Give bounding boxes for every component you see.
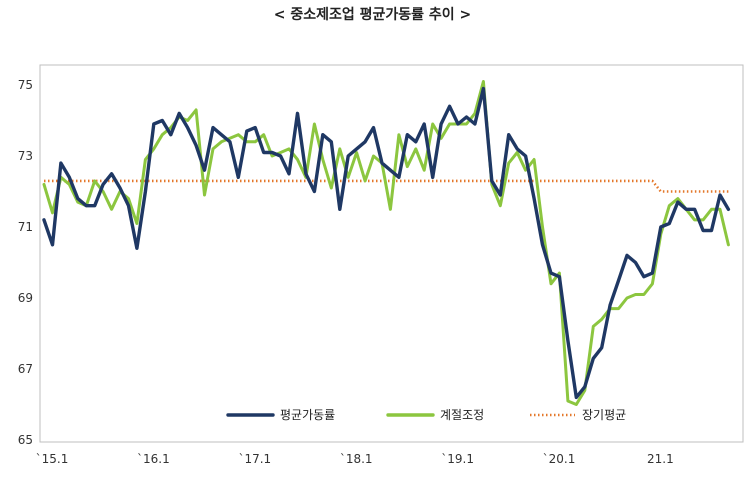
x-tick-label: `20.1 <box>543 452 576 466</box>
series-layer <box>42 80 731 406</box>
y-tick-label: 65 <box>18 433 33 447</box>
legend-label: 평균가동률 <box>280 408 335 422</box>
plot-area <box>39 64 744 443</box>
y-tick-label: 75 <box>18 78 33 92</box>
legend: 평균가동률 계절조정 장기평균 <box>226 408 626 422</box>
x-tick-label: `19.1 <box>441 452 474 466</box>
y-tick-label: 73 <box>18 149 33 163</box>
y-tick-label: 67 <box>18 362 33 376</box>
y-tick-label: 71 <box>18 220 33 234</box>
x-tick-label: 21.1 <box>647 452 674 466</box>
x-axis-ticks: `15.1 `16.1 `17.1 `18.1 `19.1 `20.1 21.1 <box>36 452 674 466</box>
y-tick-label: 69 <box>18 291 33 305</box>
x-tick-label: `18.1 <box>340 452 373 466</box>
x-tick-label: `15.1 <box>36 452 69 466</box>
legend-label: 계절조정 <box>440 408 484 422</box>
x-tick-label: `17.1 <box>238 452 271 466</box>
chart-title: < 중소제조업 평균가동률 추이 > <box>273 7 472 23</box>
y-axis-ticks: 65 67 69 71 73 75 <box>18 78 33 447</box>
series-line-0 <box>42 86 731 400</box>
legend-label: 장기평균 <box>582 408 626 422</box>
x-tick-label: `16.1 <box>137 452 170 466</box>
series-line-1 <box>42 80 730 406</box>
